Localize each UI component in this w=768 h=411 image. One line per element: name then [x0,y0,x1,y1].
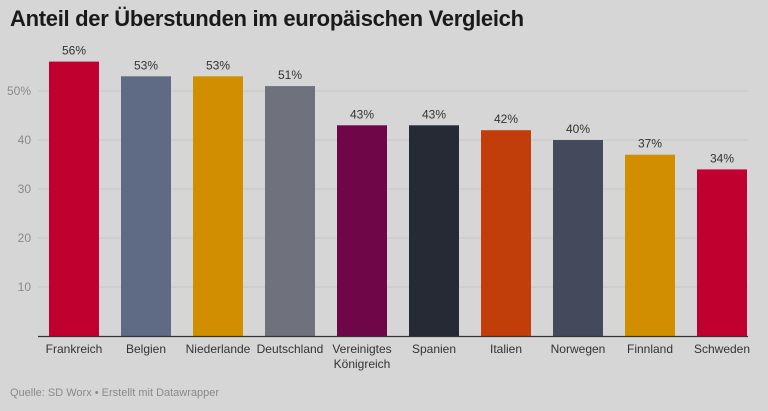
x-tick-label: Belgien [126,342,166,356]
data-label: 40% [566,122,590,136]
y-tick-label: 10 [18,280,32,294]
chart-title: Anteil der Überstunden im europäischen V… [10,6,524,31]
data-label: 37% [638,137,662,151]
data-label: 43% [422,107,446,121]
x-tick-label: Deutschland [257,342,324,356]
x-tick-label: Niederlande [186,342,251,356]
data-label: 34% [710,151,734,165]
x-tick-label: Italien [490,342,522,356]
bar [625,154,675,336]
bar [553,140,603,336]
bar [121,76,171,337]
bar [697,169,747,336]
bar [193,76,243,337]
data-label: 53% [206,58,230,72]
x-tick-label: Frankreich [46,342,103,356]
data-label: 42% [494,112,518,126]
data-label: 43% [350,107,374,121]
x-tick-label: Norwegen [551,342,606,356]
bar [265,86,315,336]
bar [337,125,387,336]
bar [481,130,531,336]
x-tick-label: Schweden [694,342,750,356]
bar [409,125,459,336]
source-note: Quelle: SD Worx • Erstellt mit Datawrapp… [10,387,220,399]
x-tick-label: Finnland [627,342,673,356]
y-tick-label: 20 [18,231,32,245]
data-label: 53% [134,58,158,72]
x-tick-label: Spanien [412,342,456,356]
data-label: 51% [278,68,302,82]
y-tick-label: 50% [7,84,31,98]
y-tick-label: 30 [18,182,32,196]
bar [49,61,99,336]
x-tick-label: Vereinigtes Königreich [332,342,391,371]
data-label: 56% [62,44,86,58]
y-tick-label: 40 [18,133,32,147]
